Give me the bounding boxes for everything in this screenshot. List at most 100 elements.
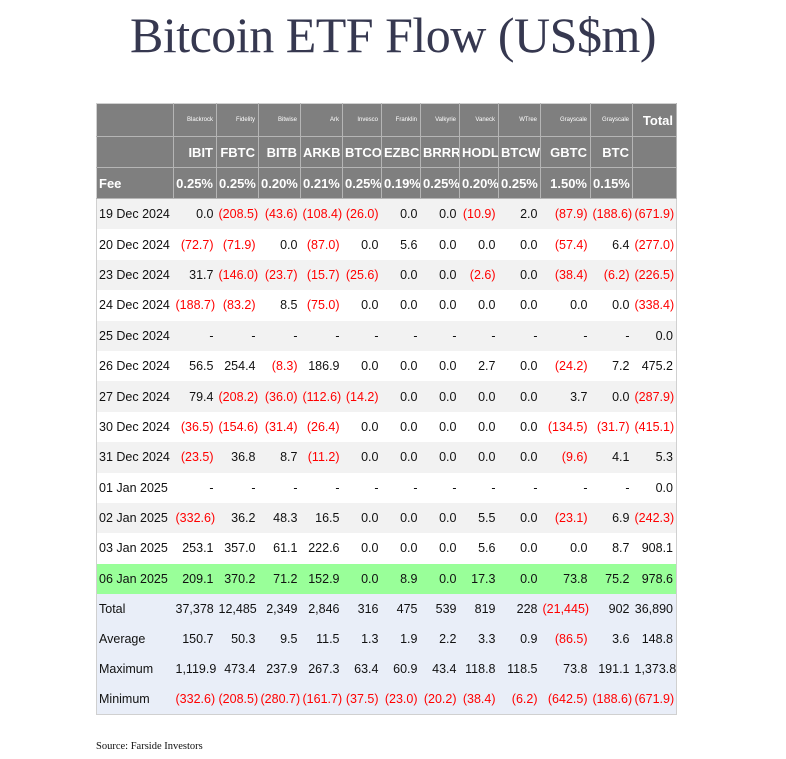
table-cell: 73.8 [540,654,591,685]
table-cell: 0.0 [342,442,382,473]
table-cell: (208.5) [216,684,259,715]
table-cell: - [381,472,421,503]
row-label: Average [96,624,174,655]
table-cell: 36.8 [216,442,259,473]
row-label: Minimum [96,684,174,715]
table-cell: 48.3 [258,502,301,534]
table-cell: (6.2) [590,259,633,291]
issuer-header-cell [96,103,174,137]
table-cell: (154.6) [216,411,259,443]
table-cell: (23.1) [540,502,591,534]
table-cell: (242.3) [632,502,677,534]
table-cell: 0.0 [498,350,541,382]
table-cell: 1.3 [342,624,382,655]
issuer-header-cell: Blackrock [173,103,217,137]
table-cell: 228 [498,594,541,625]
table-cell: 0.0 [498,563,541,595]
table-cell: (146.0) [216,259,259,291]
table-cell: 0.0 [420,350,460,382]
ticker-header-cell: ARKB [300,136,343,168]
issuer-header-cell: Ark [300,103,343,137]
row-label: Maximum [96,654,174,685]
ticker-header-cell: GBTC [540,136,591,168]
table-cell: (38.4) [459,684,499,715]
table-cell: - [540,320,591,351]
ticker-header-cell [632,136,677,168]
table-row: 25 Dec 2024- - - - - - - - - - -0.0 [96,320,677,351]
table-cell: (57.4) [540,229,591,260]
table-cell: (11.2) [300,442,343,473]
table-cell: (26.4) [300,411,343,443]
table-cell: 819 [459,594,499,625]
table-cell: 902 [590,594,633,625]
table-cell: (8.3) [258,350,301,382]
table-cell: 118.8 [459,654,499,685]
table-cell: 148.8 [632,624,677,655]
table-cell: 0.0 [420,563,460,595]
table-cell: (26.0) [342,198,382,230]
table-cell: 0.9 [498,624,541,655]
table-cell: 0.0 [498,442,541,473]
table-cell: - [381,320,421,351]
table-cell: 5.3 [632,442,677,473]
table-cell: (208.2) [216,381,259,412]
table-cell: (14.2) [342,381,382,412]
fee-header-cell: 0.25% [173,167,217,199]
table-cell: 253.1 [173,533,217,564]
row-label: Total [96,594,174,625]
table-cell: 0.0 [381,198,421,230]
fee-header-cell: 0.25% [420,167,460,199]
table-cell: - [590,320,633,351]
table-cell: 3.3 [459,624,499,655]
table-cell: (280.7) [258,684,301,715]
table-cell: (23.0) [381,684,421,715]
table-cell: 978.6 [632,563,677,595]
table-cell: - [216,320,259,351]
table-cell: (24.2) [540,350,591,382]
table-cell: 539 [420,594,460,625]
table-cell: (671.9) [632,198,677,230]
table-cell: - [258,472,301,503]
table-cell: - [173,472,217,503]
table-cell: (36.5) [173,411,217,443]
table-cell: 370.2 [216,563,259,595]
table-cell: 5.6 [459,533,499,564]
table-cell: (10.9) [459,198,499,230]
table-cell: 191.1 [590,654,633,685]
table-cell: - [173,320,217,351]
page-title: Bitcoin ETF Flow (US$m) [129,7,657,63]
table-cell: 150.7 [173,624,217,655]
table-cell: 0.0 [420,259,460,291]
table-row: 31 Dec 2024 (23.5) 36.8 8.7 (11.2) 0.0 0.0 0.0 0… [96,442,677,473]
table-cell: (338.4) [632,290,677,321]
table-row: 24 Dec 2024 (188.7) (83.2) 8.5 (75.0) 0.0 0.0 0… [96,290,677,321]
table-cell: 118.5 [498,654,541,685]
table-cell: (43.6) [258,198,301,230]
table-cell: 2.0 [498,198,541,230]
table-cell: 908.1 [632,533,677,564]
ticker-header-cell: BITB [258,136,301,168]
table-cell: 56.5 [173,350,217,382]
table-cell: 0.0 [420,533,460,564]
table-cell: 73.8 [540,563,591,595]
ticker-header-cell: FBTC [216,136,259,168]
table-cell: (277.0) [632,229,677,260]
table-cell: (37.5) [342,684,382,715]
table-cell: 0.0 [590,381,633,412]
table-row: 26 Dec 2024 56.5 254.4 (8.3) 186.9 0.0 0.0 0.0 2… [96,350,677,382]
row-label: 03 Jan 2025 [96,533,174,564]
fee-header-cell: 0.20% [459,167,499,199]
table-cell: (188.6) [590,684,633,715]
row-label: 26 Dec 2024 [96,350,174,382]
table-cell: (188.6) [590,198,633,230]
table-cell: 0.0 [540,533,591,564]
row-label: 27 Dec 2024 [96,381,174,412]
table-cell: 71.2 [258,563,301,595]
table-cell: 0.0 [381,411,421,443]
table-cell: 8.7 [590,533,633,564]
row-label: 20 Dec 2024 [96,229,174,260]
table-cell: - [300,472,343,503]
row-label: 31 Dec 2024 [96,442,174,473]
table-cell: 0.0 [342,563,382,595]
issuer-header-cell: Grayscale [540,103,591,137]
